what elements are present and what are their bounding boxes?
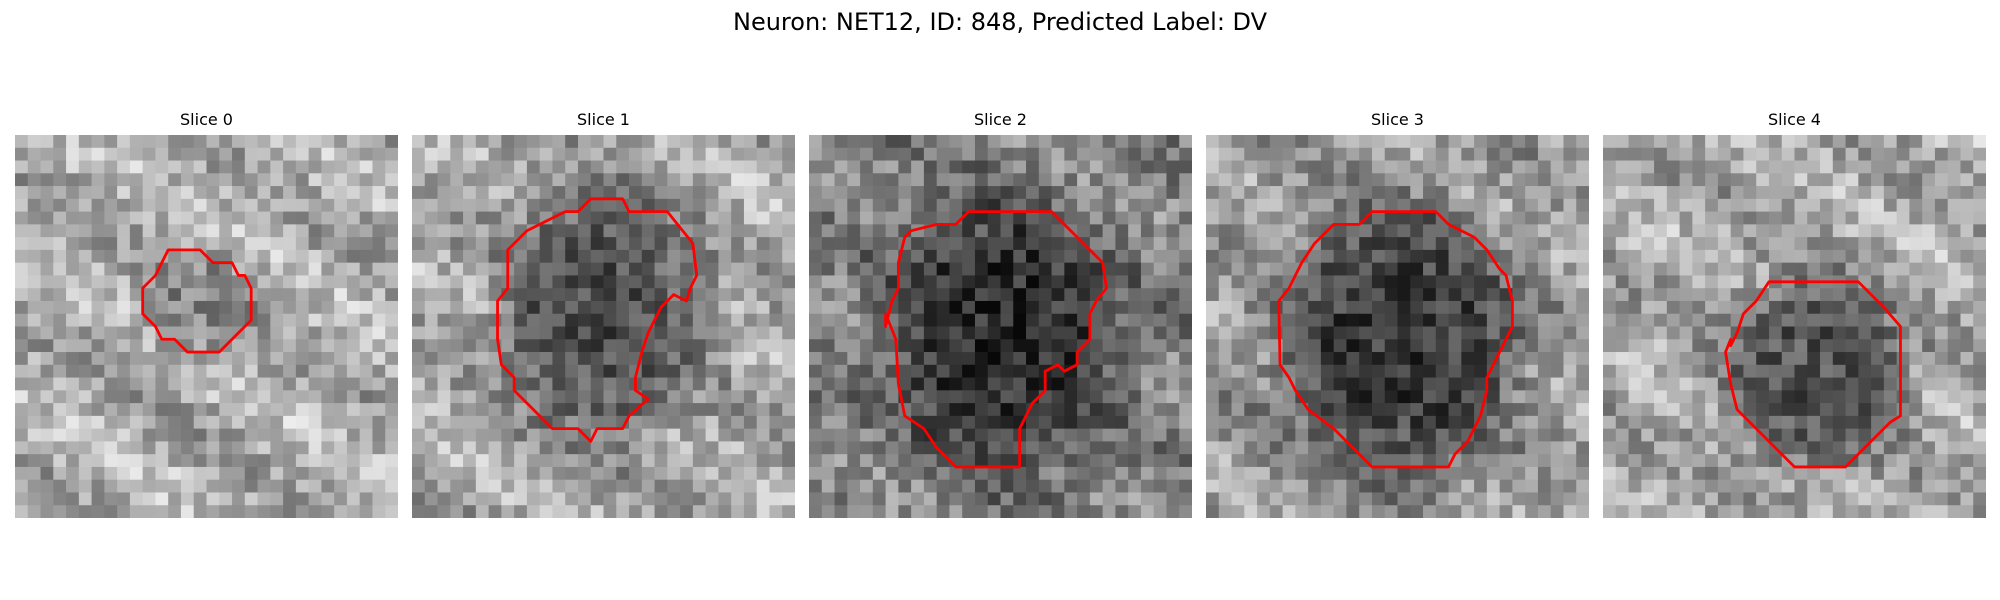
slice-image-0 xyxy=(15,135,398,518)
slice-image-2 xyxy=(809,135,1192,518)
slice-title-1: Slice 1 xyxy=(577,110,630,129)
slice-image-3 xyxy=(1206,135,1589,518)
slice-title-3: Slice 3 xyxy=(1371,110,1424,129)
cell-contour-0 xyxy=(141,248,253,354)
slice-title-4: Slice 4 xyxy=(1768,110,1821,129)
slice-image-1 xyxy=(412,135,795,518)
cell-contour-1 xyxy=(496,197,699,443)
figure-title: Neuron: NET12, ID: 848, Predicted Label:… xyxy=(732,8,1268,36)
slice-image-4-pixels xyxy=(1603,135,1986,518)
cell-contour-4 xyxy=(1724,280,1902,469)
slice-image-0-pixels xyxy=(15,135,398,518)
cell-contour-3 xyxy=(1277,210,1514,469)
slice-image-1-pixels xyxy=(412,135,795,518)
slice-title-0: Slice 0 xyxy=(180,110,233,129)
slice-image-2-pixels xyxy=(809,135,1192,518)
slice-image-3-pixels xyxy=(1206,135,1589,518)
slice-image-4 xyxy=(1603,135,1986,518)
slice-title-2: Slice 2 xyxy=(974,110,1027,129)
cell-contour-2 xyxy=(884,210,1108,469)
